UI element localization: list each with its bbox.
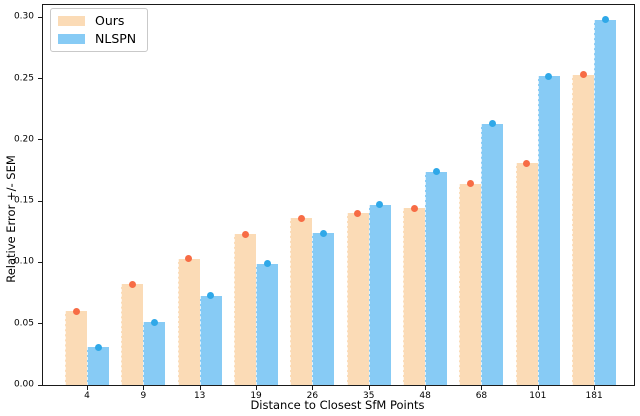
y-tick-label: 0.05	[13, 318, 34, 329]
legend-label-nlspn: NLSPN	[95, 30, 137, 46]
y-tick	[38, 200, 43, 202]
y-tick	[38, 323, 43, 325]
x-tick-label-19: 19	[250, 391, 262, 401]
y-tick-label: 0.30	[13, 11, 34, 22]
point-ours-4	[72, 307, 80, 315]
x-tick-label-48: 48	[419, 391, 431, 401]
bar-ours-35	[346, 213, 369, 385]
point-nlspn-101	[545, 72, 553, 80]
bar-nlspn-35	[368, 204, 391, 385]
point-ours-9	[128, 280, 136, 288]
x-tick-label-181: 181	[585, 391, 603, 401]
bar-ours-9	[121, 284, 144, 385]
x-axis-label: Distance to Closest SfM Points	[250, 398, 425, 412]
legend: Ours NLSPN	[50, 8, 149, 52]
y-tick-label: 0.15	[13, 195, 34, 206]
x-tick-label-4: 4	[84, 391, 90, 401]
y-tick-label: 0.00	[13, 379, 34, 390]
x-tick-label-68: 68	[475, 391, 488, 401]
bar-nlspn-101	[537, 76, 560, 385]
point-ours-19	[241, 230, 249, 238]
x-tick-label-13: 13	[193, 391, 206, 401]
point-nlspn-35	[376, 201, 384, 209]
x-tick-label-101: 101	[529, 391, 547, 401]
x-tick-label-9: 9	[140, 391, 147, 401]
x-tick	[368, 385, 370, 390]
legend-item-ours: Ours	[58, 13, 136, 28]
bar-ours-181	[572, 74, 595, 385]
bar-nlspn-19	[256, 263, 279, 385]
point-ours-48	[410, 204, 418, 212]
x-tick	[594, 385, 596, 390]
y-tick	[38, 261, 43, 263]
point-ours-13	[185, 255, 193, 263]
bar-nlspn-48	[425, 171, 448, 385]
bar-ours-19	[234, 234, 257, 385]
x-tick	[425, 385, 427, 390]
point-ours-181	[579, 71, 587, 79]
legend-item-nlspn: NLSPN	[58, 30, 137, 46]
x-tick	[481, 385, 483, 390]
point-ours-26	[297, 214, 305, 222]
plot-area: Ours NLSPN 0.00 0.05 0.10 0.15 0.20 0.25 0.30 4…	[14, 4, 635, 401]
bar-ours-13	[177, 258, 200, 385]
bar-nlspn-26	[312, 233, 335, 385]
bar-nlspn-13	[199, 295, 222, 385]
bar-ours-48	[403, 208, 426, 385]
point-nlspn-48	[432, 168, 440, 176]
point-nlspn-9	[150, 318, 158, 326]
bar-ours-101	[515, 163, 538, 385]
point-nlspn-68	[488, 120, 496, 128]
x-tick-label-35: 35	[363, 391, 375, 401]
y-tick-label: 0.25	[13, 73, 34, 84]
x-tick	[256, 385, 258, 390]
y-tick	[38, 78, 43, 80]
x-tick	[199, 385, 201, 390]
x-tick	[312, 385, 314, 390]
y-tick-label: 0.20	[13, 134, 34, 145]
y-tick	[38, 16, 43, 18]
point-ours-101	[523, 159, 531, 167]
legend-swatch-nlspn	[58, 33, 85, 44]
bar-ours-68	[459, 183, 482, 385]
point-nlspn-26	[319, 229, 327, 237]
y-tick-label: 0.10	[13, 256, 34, 267]
y-tick	[38, 139, 43, 141]
legend-label-ours: Ours	[95, 13, 125, 28]
legend-swatch-ours	[58, 16, 85, 27]
bar-nlspn-68	[481, 123, 504, 385]
bar-ours-26	[290, 218, 313, 385]
bar-nlspn-4	[87, 347, 109, 385]
y-tick	[38, 384, 43, 386]
point-nlspn-19	[263, 260, 271, 268]
x-tick	[143, 385, 145, 390]
point-nlspn-181	[601, 16, 609, 24]
x-tick-label-26: 26	[306, 391, 319, 401]
point-ours-35	[354, 209, 362, 217]
point-ours-68	[466, 180, 474, 188]
x-tick	[537, 385, 539, 390]
point-nlspn-13	[207, 292, 215, 300]
bar-ours-4	[65, 311, 87, 385]
bar-nlspn-9	[143, 322, 166, 385]
point-nlspn-4	[94, 343, 102, 351]
x-tick	[87, 385, 88, 390]
bar-nlspn-181	[594, 19, 617, 385]
